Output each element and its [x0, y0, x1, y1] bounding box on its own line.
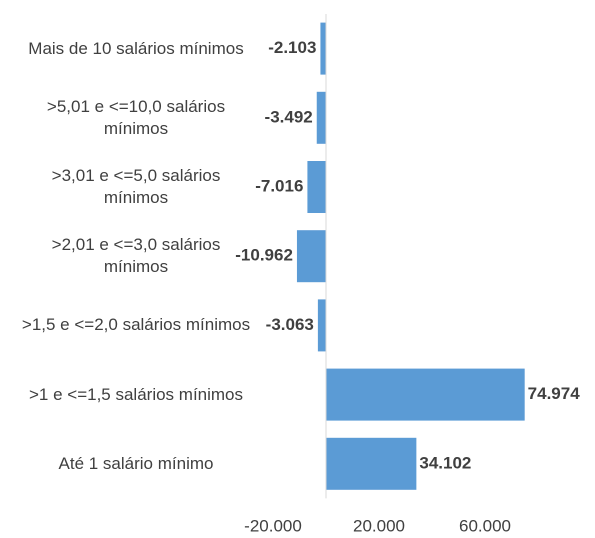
category-label: Até 1 salário mínimo — [58, 453, 214, 473]
category-label: >1 e <=1,5 salários mínimos — [28, 384, 244, 404]
x-tick-label: 20.000 — [353, 516, 405, 535]
value-label: -3.492 — [265, 107, 313, 126]
category-label: >1,5 e <=2,0 salários mínimos — [21, 315, 251, 335]
bar — [320, 22, 326, 75]
value-label: -7.016 — [255, 176, 303, 195]
category-label: Mais de 10 salários mínimos — [28, 38, 244, 58]
category-label: >2,01 e <=3,0 salários mínimos — [51, 235, 221, 277]
category-label: >3,01 e <=5,0 salários mínimos — [51, 166, 221, 207]
bar — [326, 437, 417, 490]
value-label: -3.063 — [266, 315, 314, 334]
value-label: -10.962 — [235, 246, 293, 265]
value-label: 74.974 — [528, 384, 581, 403]
x-tick-label: 60.000 — [459, 516, 511, 535]
x-tick-label: -20.000 — [244, 516, 302, 535]
bar — [316, 91, 326, 144]
category-label: >5,01 e <=10,0 salários mínimos — [46, 96, 226, 138]
bar — [326, 368, 525, 421]
bar — [296, 230, 326, 283]
value-label: -2.103 — [268, 38, 316, 57]
bar — [317, 299, 326, 352]
value-label: 34.102 — [419, 453, 471, 472]
bar — [307, 161, 326, 213]
